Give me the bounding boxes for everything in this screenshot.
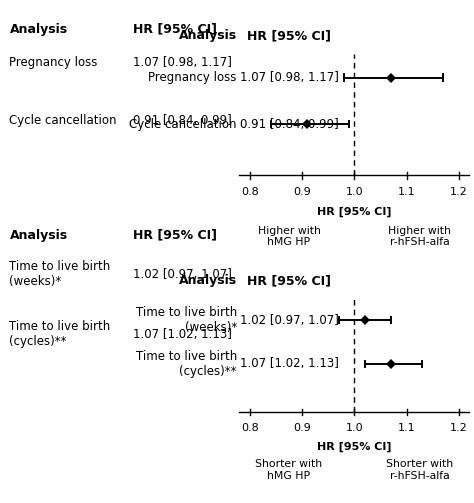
Text: HR [95% CI]: HR [95% CI]: [317, 207, 392, 217]
Text: Analysis: Analysis: [179, 274, 237, 287]
Text: Higher with
r-hFSH-alfa: Higher with r-hFSH-alfa: [388, 225, 451, 247]
Text: 1.02 [0.97, 1.07]: 1.02 [0.97, 1.07]: [239, 314, 338, 326]
Text: 1.07 [1.02, 1.13]: 1.07 [1.02, 1.13]: [133, 328, 232, 341]
Text: 1.2: 1.2: [450, 423, 468, 433]
Text: 0.91 [0.84, 0.99]: 0.91 [0.84, 0.99]: [240, 118, 338, 131]
Text: Time to live birth
(weeks)*: Time to live birth (weeks)*: [9, 260, 111, 288]
Text: Higher with
hMG HP: Higher with hMG HP: [257, 225, 320, 247]
Text: 0.9: 0.9: [293, 423, 311, 433]
Text: 1.1: 1.1: [398, 187, 415, 197]
Text: HR [95% CI]: HR [95% CI]: [133, 23, 217, 36]
Text: Time to live birth
(cycles)**: Time to live birth (cycles)**: [9, 320, 111, 349]
Text: Shorter with
r-hFSH-alfa: Shorter with r-hFSH-alfa: [386, 459, 453, 480]
Text: HR [95% CI]: HR [95% CI]: [133, 229, 217, 242]
Text: HR [95% CI]: HR [95% CI]: [317, 442, 392, 452]
Text: HR [95% CI]: HR [95% CI]: [247, 274, 331, 287]
Text: Shorter with
hMG HP: Shorter with hMG HP: [255, 459, 323, 480]
Text: Time to live birth
(weeks)*: Time to live birth (weeks)*: [136, 306, 237, 334]
Text: Analysis: Analysis: [9, 23, 68, 36]
Text: 1.2: 1.2: [450, 187, 468, 197]
Text: Pregnancy loss: Pregnancy loss: [9, 56, 98, 69]
Text: 1.07 [0.98, 1.17]: 1.07 [0.98, 1.17]: [239, 71, 338, 84]
Text: Analysis: Analysis: [179, 29, 237, 42]
Text: 1.0: 1.0: [346, 423, 363, 433]
Text: 0.8: 0.8: [241, 423, 259, 433]
Text: 1.02 [0.97, 1.07]: 1.02 [0.97, 1.07]: [133, 268, 232, 281]
Text: Cycle cancellation: Cycle cancellation: [9, 114, 117, 127]
Text: Cycle cancellation: Cycle cancellation: [129, 118, 237, 131]
Text: 1.1: 1.1: [398, 423, 415, 433]
Text: 1.07 [1.02, 1.13]: 1.07 [1.02, 1.13]: [239, 357, 338, 370]
Text: 0.91 [0.84, 0.99]: 0.91 [0.84, 0.99]: [133, 114, 231, 127]
Text: 0.9: 0.9: [293, 187, 311, 197]
Text: Analysis: Analysis: [9, 229, 68, 242]
Text: Pregnancy loss: Pregnancy loss: [148, 71, 237, 84]
Text: 1.0: 1.0: [346, 187, 363, 197]
Text: 0.8: 0.8: [241, 187, 259, 197]
Text: 1.07 [0.98, 1.17]: 1.07 [0.98, 1.17]: [133, 56, 232, 69]
Text: HR [95% CI]: HR [95% CI]: [247, 29, 331, 42]
Text: Time to live birth
(cycles)**: Time to live birth (cycles)**: [136, 350, 237, 378]
